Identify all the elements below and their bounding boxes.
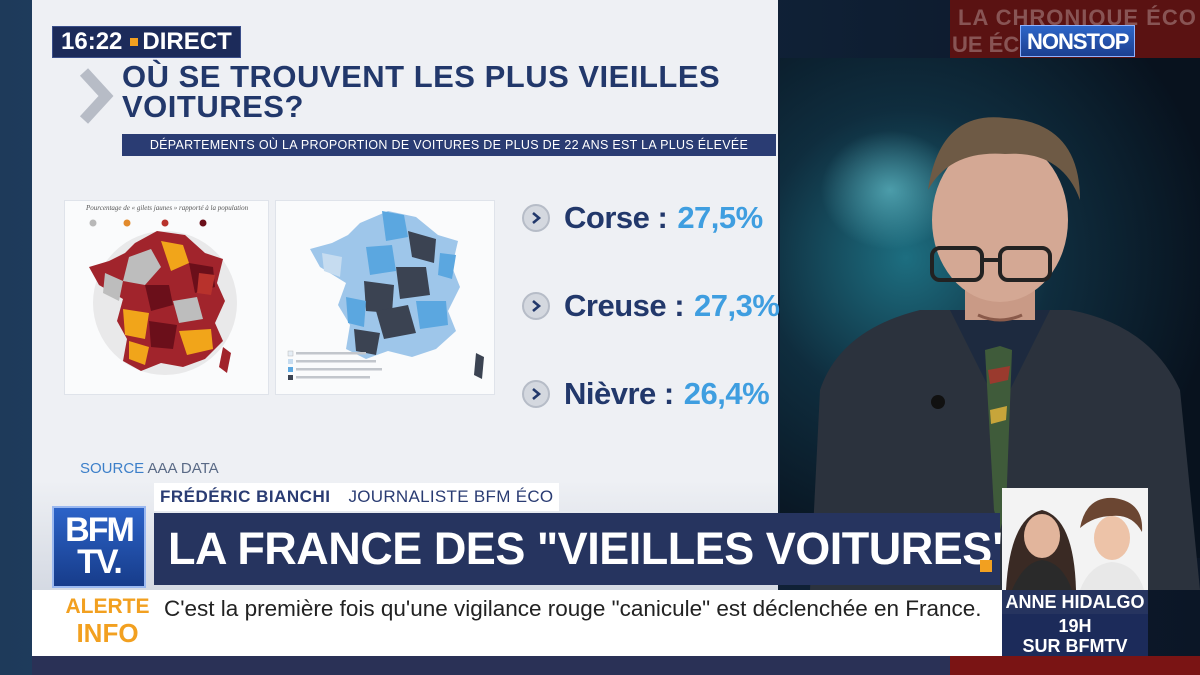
source-value: AAA DATA <box>147 460 219 477</box>
alerte-label: ALERTE <box>65 595 150 618</box>
chevron-right-icon <box>522 204 550 232</box>
presenter-role: JOURNALISTE BFM ÉCO <box>348 487 554 506</box>
ranking-name: Creuse : <box>564 288 685 323</box>
france-map-old-cars <box>287 211 484 380</box>
infographic-subtitle: DÉPARTEMENTS OÙ LA PROPORTION DE VOITURE… <box>122 134 776 156</box>
ranking-name: Nièvre : <box>564 376 674 411</box>
live-label: DIRECT <box>142 28 232 55</box>
presenter-name-bar: FRÉDÉRIC BIANCHI JOURNALISTE BFM ÉCO <box>154 483 560 511</box>
logo-line-1: BFM <box>65 511 135 549</box>
nonstop-badge: NONSTOP <box>1020 25 1136 57</box>
map-legend-dots <box>89 219 207 227</box>
headline-accent-square <box>980 560 992 572</box>
ranking-item-corse: Corse : 27,5% <box>522 198 763 238</box>
promo-guests-photo <box>1002 488 1148 590</box>
chevron-right-icon <box>522 380 550 408</box>
presenter-name: FRÉDÉRIC BIANCHI <box>160 487 331 506</box>
headline-banner: LA FRANCE DES "VIEILLES VOITURES" <box>154 513 1013 585</box>
ticker-bar <box>32 590 1002 656</box>
map-right-legend <box>287 350 382 380</box>
promo-name: ANNE HIDALGO <box>1002 590 1148 614</box>
ranking-item-nievre: Nièvre : 26,4% <box>522 374 770 414</box>
bfmtv-logo: BFM TV. <box>52 506 146 588</box>
bottom-red-strip <box>950 656 1200 675</box>
clock-badge: 16:22 DIRECT <box>52 26 241 58</box>
ranking-name: Corse : <box>564 200 668 235</box>
info-label: INFO <box>76 618 139 648</box>
vieilles-voitures-map-card <box>275 200 495 395</box>
chevron-right-icon <box>79 68 114 124</box>
chevron-right-icon <box>522 292 550 320</box>
france-map-gilets-jaunes <box>89 219 237 375</box>
clock-time: 16:22 <box>61 28 123 55</box>
ranking-value: 26,4% <box>683 376 770 411</box>
map-left-caption: Pourcentage de « gilets jaunes » rapport… <box>86 204 249 212</box>
ticker-text: C'est la première fois qu'une vigilance … <box>164 596 982 621</box>
logo-line-2: TV. <box>77 543 123 581</box>
alerte-info-label: ALERTE INFO <box>60 594 155 646</box>
ranking-value: 27,5% <box>677 200 763 235</box>
source-line: SOURCE AAA DATA <box>80 460 219 477</box>
promo-time: 19H <box>1058 616 1092 636</box>
promo-schedule: 19H SUR BFMTV <box>1002 614 1148 656</box>
live-square-icon <box>130 38 139 46</box>
infographic-title: OÙ SE TROUVENT LES PLUS VIEILLES VOITURE… <box>122 59 721 124</box>
ranking-item-creuse: Creuse : 27,3% <box>522 286 780 326</box>
ranking-value: 27,3% <box>694 288 780 323</box>
source-label: SOURCE <box>80 460 145 477</box>
bottom-strip <box>32 656 1200 675</box>
gilets-jaunes-map-card <box>64 200 269 395</box>
promo-channel: SUR BFMTV <box>1022 636 1128 656</box>
